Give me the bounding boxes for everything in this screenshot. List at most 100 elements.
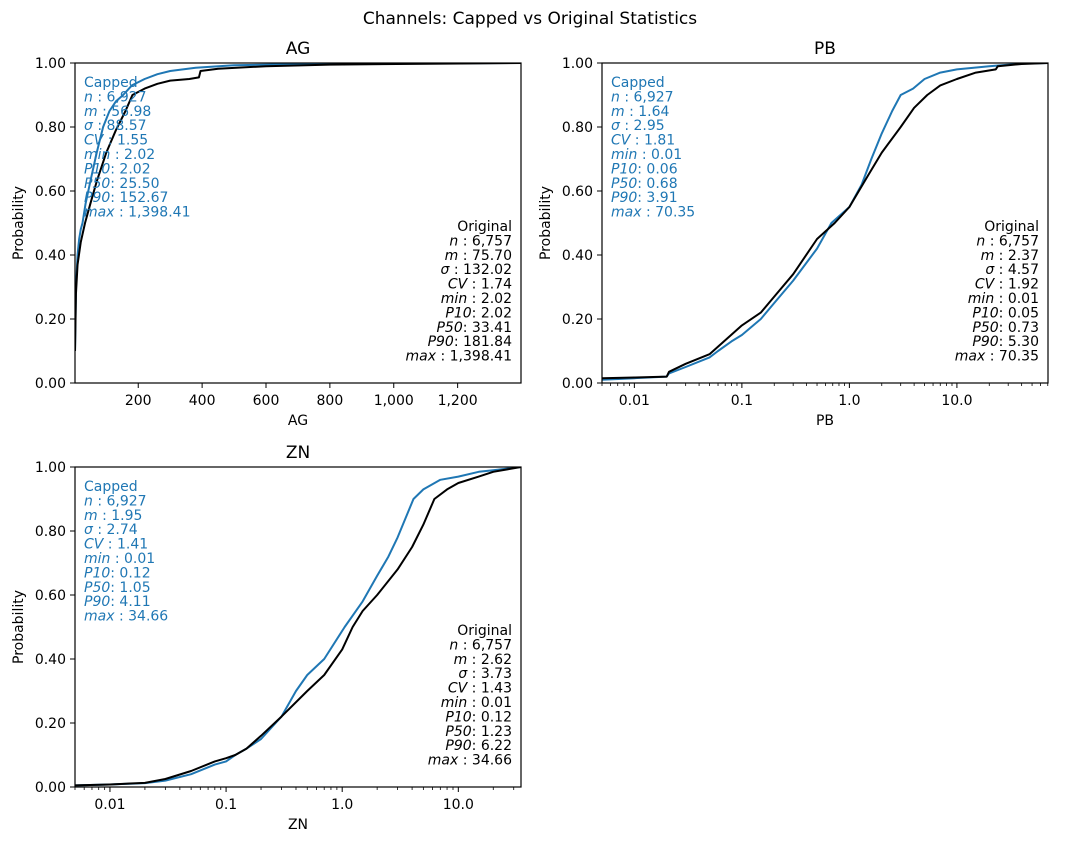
stats-value: : 1.64 bbox=[625, 104, 670, 120]
stats-row: m : 2.62 bbox=[454, 652, 512, 668]
stats-label: P90 bbox=[445, 738, 471, 754]
y-tick-label: 1.00 bbox=[35, 460, 66, 476]
stats-label: P90 bbox=[84, 190, 110, 206]
stats-title: Original bbox=[457, 219, 512, 235]
stats-row: P10: 0.06 bbox=[611, 161, 678, 177]
stats-title: Original bbox=[457, 623, 512, 639]
stats-label: σ bbox=[84, 522, 94, 538]
stats-label: σ bbox=[985, 262, 995, 278]
y-tick-label: 0.20 bbox=[35, 312, 66, 328]
stats-value: : 6,757 bbox=[985, 233, 1039, 249]
stats-value: : 1.74 bbox=[467, 277, 512, 293]
stats-row: P10: 2.02 bbox=[445, 305, 512, 321]
y-tick-label: 0.00 bbox=[35, 780, 66, 796]
stats-value: : 1.81 bbox=[630, 133, 675, 149]
plot-frame bbox=[74, 62, 522, 384]
stats-row: min : 0.01 bbox=[441, 695, 512, 711]
stats-value: : 56.98 bbox=[98, 104, 152, 120]
stats-value: : 1,398.41 bbox=[115, 205, 191, 221]
stats-value: : 34.66 bbox=[115, 609, 169, 625]
stats-row: n : 6,757 bbox=[976, 233, 1039, 249]
stats-label: CV bbox=[975, 277, 996, 293]
stats-value: : 88.57 bbox=[93, 118, 147, 134]
stats-value: : 152.67 bbox=[110, 190, 168, 206]
stats-label: σ bbox=[458, 666, 468, 682]
chart-ag: AG 0.00 0.20 0.40 0.60 0.80 1.00 200 400 600 800 1,… bbox=[11, 39, 522, 429]
stats-row: σ : 132.02 bbox=[441, 262, 512, 278]
stats-value: : 2.02 bbox=[467, 291, 512, 307]
series-line-capped bbox=[602, 63, 1048, 381]
stats-row: m : 1.64 bbox=[611, 104, 670, 120]
stats-label: P50 bbox=[445, 724, 471, 740]
stats-row: max : 70.35 bbox=[955, 349, 1039, 365]
stats-row: min : 0.01 bbox=[84, 551, 155, 567]
stats-value: : 70.35 bbox=[642, 205, 696, 221]
stats-value: : 2.62 bbox=[467, 652, 512, 668]
x-axis-label: AG bbox=[288, 413, 308, 429]
stats-label: P10 bbox=[445, 305, 471, 321]
stats-row: n : 6,927 bbox=[84, 89, 147, 105]
y-tick-label: 0.60 bbox=[35, 184, 66, 200]
stats-value: : 2.02 bbox=[110, 161, 150, 177]
stats-label: P50 bbox=[436, 320, 462, 336]
y-tick-label: 1.00 bbox=[35, 56, 66, 72]
stats-row: P10: 2.02 bbox=[84, 161, 151, 177]
x-tick-label: 0.1 bbox=[215, 797, 237, 813]
x-tick-label: 1.0 bbox=[331, 797, 353, 813]
figure-title: Channels: Capped vs Original Statistics bbox=[363, 9, 697, 29]
stats-row: m : 75.70 bbox=[445, 248, 512, 264]
stats-label: min bbox=[611, 147, 637, 163]
stats-row: max : 34.66 bbox=[84, 609, 168, 625]
stats-value: : 6,927 bbox=[620, 89, 674, 105]
x-axis-label: PB bbox=[816, 413, 834, 429]
y-axis-label: Probability bbox=[11, 186, 27, 260]
stats-label: P10 bbox=[972, 305, 998, 321]
y-tick-label: 0.40 bbox=[562, 248, 593, 264]
stats-value: : 1.43 bbox=[467, 681, 512, 697]
stats-row: P50: 25.50 bbox=[84, 176, 160, 192]
stats-row: min : 2.02 bbox=[441, 291, 512, 307]
stats-row: σ : 88.57 bbox=[84, 118, 147, 134]
series-group bbox=[75, 467, 521, 787]
stats-row: CV : 1.74 bbox=[448, 277, 512, 293]
x-tick-label: 0.01 bbox=[94, 797, 125, 813]
y-tick-label: 0.20 bbox=[562, 312, 593, 328]
stats-label: min bbox=[441, 695, 467, 711]
stats-value: : 6,757 bbox=[458, 233, 512, 249]
series-line-original bbox=[602, 63, 1048, 380]
stats-row: P50: 1.23 bbox=[445, 724, 512, 740]
stats-row: m : 2.37 bbox=[981, 248, 1039, 264]
chart-title: ZN bbox=[286, 443, 310, 463]
series-line-original bbox=[75, 467, 521, 787]
chart-pb: PB 0.00 0.20 0.40 0.60 0.80 1.00 0.01 0.1 1.0 10.0… bbox=[538, 39, 1049, 429]
stats-row: P10: 0.12 bbox=[84, 565, 151, 581]
stats-label: P50 bbox=[84, 580, 110, 596]
stats-label: m bbox=[454, 652, 468, 668]
x-tick-label: 0.1 bbox=[731, 393, 753, 409]
stats-value: : 3.73 bbox=[467, 666, 512, 682]
stats-value: : 0.05 bbox=[999, 305, 1039, 321]
stats-label: max bbox=[406, 349, 437, 365]
stats-label: P90 bbox=[428, 334, 454, 350]
y-tick-label: 0.00 bbox=[35, 376, 66, 392]
stats-title: Capped bbox=[84, 75, 138, 91]
stats-label: n bbox=[611, 89, 620, 105]
stats-label: P10 bbox=[84, 565, 110, 581]
stats-value: : 2.37 bbox=[994, 248, 1039, 264]
stats-value: : 1.23 bbox=[472, 724, 512, 740]
stats-row: P50: 0.73 bbox=[972, 320, 1039, 336]
series-line-original bbox=[75, 63, 521, 352]
y-tick-label: 0.00 bbox=[562, 376, 593, 392]
y-tick-label: 0.40 bbox=[35, 248, 66, 264]
y-tick-label: 0.60 bbox=[562, 184, 593, 200]
stats-row: n : 6,927 bbox=[84, 493, 147, 509]
stats-value: : 4.57 bbox=[994, 262, 1039, 278]
x-axis-label: ZN bbox=[288, 817, 308, 833]
stats-label: P50 bbox=[972, 320, 998, 336]
stats-value: : 0.73 bbox=[999, 320, 1039, 336]
stats-label: σ bbox=[441, 262, 451, 278]
